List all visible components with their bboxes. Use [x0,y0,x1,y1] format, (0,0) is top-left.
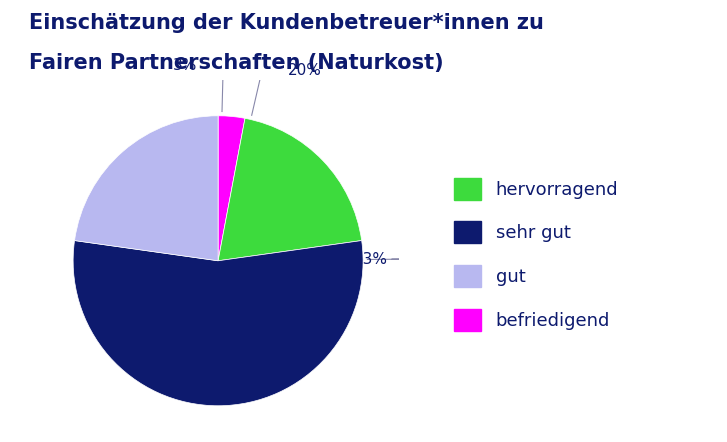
Text: 23%: 23% [354,251,387,267]
Wedge shape [218,116,245,261]
Wedge shape [75,116,218,261]
Text: 55: 55 [232,205,289,247]
Text: 3%: 3% [173,57,197,72]
Text: Einschätzung der Kundenbetreuer*innen zu: Einschätzung der Kundenbetreuer*innen zu [29,13,544,33]
Text: Fairen Partnerschaften (Naturkost): Fairen Partnerschaften (Naturkost) [29,53,443,73]
Wedge shape [218,118,361,261]
Text: %: % [281,221,304,244]
Text: 20%: 20% [288,63,322,78]
Wedge shape [73,240,363,406]
Legend: hervorragend, sehr gut, gut, befriedigend: hervorragend, sehr gut, gut, befriedigen… [445,168,627,340]
